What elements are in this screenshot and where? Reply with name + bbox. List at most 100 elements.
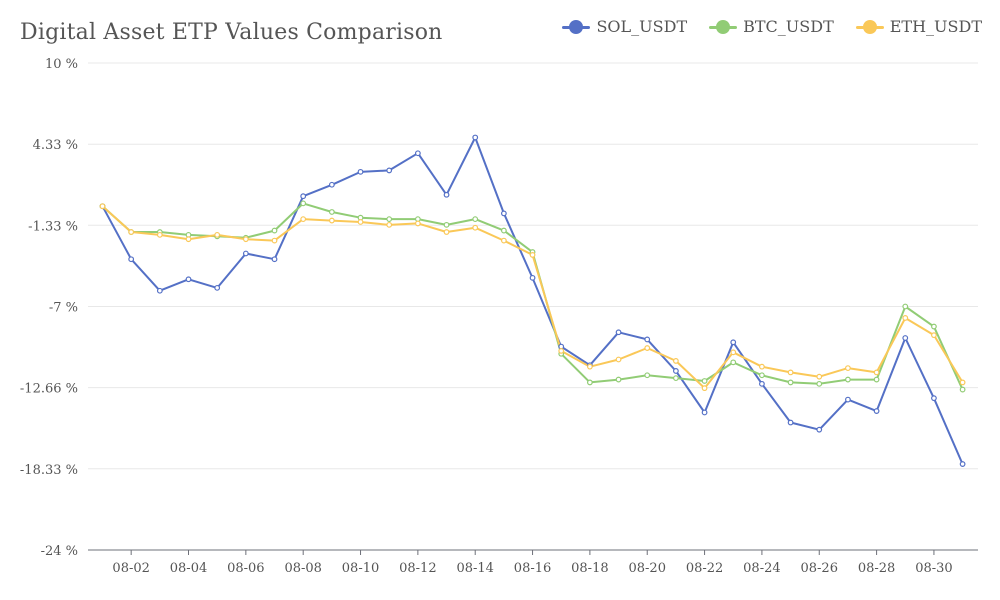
x-tick-label: 08-26: [801, 561, 838, 576]
data-point-sol-usdt: [386, 167, 393, 174]
y-tick-label: -24 %: [41, 544, 78, 559]
x-tick-label: 08-20: [628, 561, 665, 576]
x-tick-label: 08-12: [399, 561, 436, 576]
legend-swatch-eth: [855, 19, 884, 34]
data-point-sol-usdt: [128, 256, 135, 263]
data-point-eth-usdt: [845, 365, 851, 371]
data-point-btc-usdt: [902, 303, 909, 310]
data-point-sol-usdt: [328, 181, 335, 188]
y-tick-label: 4.33 %: [33, 138, 78, 153]
data-point-sol-usdt: [300, 193, 307, 200]
y-tick-label: -12.66 %: [20, 382, 78, 397]
data-point-eth-usdt: [328, 217, 335, 224]
data-point-eth-usdt: [443, 229, 450, 235]
x-tick-label: 08-14: [456, 561, 493, 576]
data-point-sol-usdt: [759, 380, 765, 387]
data-point-btc-usdt: [759, 372, 765, 379]
data-point-sol-usdt: [185, 276, 192, 283]
data-point-eth-usdt: [701, 385, 708, 392]
legend-label-btc: BTC_USDT: [743, 17, 834, 36]
data-point-btc-usdt: [931, 323, 937, 330]
data-point-eth-usdt: [472, 224, 479, 231]
data-point-eth-usdt: [673, 358, 679, 364]
x-tick-label: 08-24: [743, 561, 780, 576]
legend: SOL_USDT BTC_USDT ETH_USDT: [562, 17, 982, 36]
x-tick-label: 08-08: [284, 561, 321, 576]
x-tick-label: 08-16: [514, 561, 551, 576]
data-point-eth-usdt: [586, 363, 593, 370]
data-point-eth-usdt: [873, 369, 880, 376]
data-point-sol-usdt: [615, 329, 622, 336]
data-point-btc-usdt: [500, 227, 507, 234]
series-line-eth-usdt: [101, 205, 964, 390]
y-tick-label: -1.33 %: [28, 219, 78, 234]
data-point-btc-usdt: [787, 379, 794, 386]
data-point-sol-usdt: [701, 409, 708, 416]
data-point-sol-usdt: [873, 408, 880, 414]
legend-item-btc[interactable]: BTC_USDT: [709, 17, 834, 36]
data-point-eth-usdt: [214, 231, 221, 238]
data-point-eth-usdt: [816, 373, 823, 380]
data-point-sol-usdt: [816, 426, 823, 433]
data-point-eth-usdt: [300, 216, 307, 223]
data-point-sol-usdt: [357, 168, 364, 175]
data-point-btc-usdt: [873, 376, 880, 383]
data-point-eth-usdt: [128, 229, 135, 235]
data-point-eth-usdt: [558, 348, 565, 354]
x-tick-label: 08-30: [915, 561, 952, 576]
data-point-sol-usdt: [673, 368, 679, 374]
data-point-btc-usdt: [615, 376, 622, 383]
data-point-eth-usdt: [156, 231, 163, 238]
legend-label-eth: ETH_USDT: [889, 17, 982, 36]
data-point-sol-usdt: [443, 191, 450, 198]
data-point-btc-usdt: [959, 386, 966, 393]
data-point-sol-usdt: [214, 284, 221, 291]
data-point-eth-usdt: [271, 237, 278, 244]
data-point-eth-usdt: [414, 220, 421, 227]
data-point-sol-usdt: [730, 339, 737, 346]
data-point-sol-usdt: [271, 256, 278, 263]
data-point-sol-usdt: [156, 287, 163, 294]
data-point-eth-usdt: [959, 379, 966, 386]
data-point-btc-usdt: [472, 216, 479, 223]
legend-item-eth[interactable]: ETH_USDT: [855, 17, 982, 36]
data-point-btc-usdt: [443, 221, 450, 228]
data-point-sol-usdt: [644, 336, 651, 343]
data-point-btc-usdt: [300, 200, 307, 207]
data-point-eth-usdt: [902, 315, 909, 321]
series-line-sol-usdt: [101, 136, 964, 465]
data-point-btc-usdt: [730, 359, 737, 366]
data-point-sol-usdt: [845, 396, 851, 403]
data-point-eth-usdt: [787, 369, 794, 376]
data-point-btc-usdt: [701, 378, 708, 384]
series-line-btc-usdt: [101, 202, 964, 391]
legend-swatch-btc: [709, 19, 738, 34]
data-point-sol-usdt: [472, 134, 479, 141]
chart-title: Digital Asset ETP Values Comparison: [20, 20, 443, 45]
data-point-sol-usdt: [500, 210, 507, 217]
data-point-btc-usdt: [328, 209, 335, 215]
data-point-btc-usdt: [845, 376, 851, 383]
legend-label-sol: SOL_USDT: [596, 17, 688, 36]
data-point-eth-usdt: [759, 363, 765, 370]
data-point-btc-usdt: [386, 216, 393, 223]
data-point-eth-usdt: [931, 332, 937, 339]
y-tick-label: -18.33 %: [20, 463, 78, 478]
x-tick-label: 08-10: [342, 561, 379, 576]
x-tick-label: 08-18: [571, 561, 608, 576]
x-tick-label: 08-04: [170, 561, 207, 576]
data-point-sol-usdt: [787, 419, 794, 426]
x-tick-label: 08-28: [858, 561, 895, 576]
data-point-sol-usdt: [902, 335, 909, 341]
data-point-btc-usdt: [644, 372, 651, 379]
data-point-sol-usdt: [242, 250, 249, 257]
data-point-eth-usdt: [644, 345, 651, 351]
data-point-eth-usdt: [386, 221, 393, 228]
x-tick-label: 08-06: [227, 561, 264, 576]
legend-item-sol[interactable]: SOL_USDT: [562, 17, 687, 36]
data-point-eth-usdt: [500, 237, 507, 244]
data-point-eth-usdt: [529, 252, 536, 258]
data-point-sol-usdt: [529, 274, 536, 281]
data-point-sol-usdt: [931, 395, 937, 402]
